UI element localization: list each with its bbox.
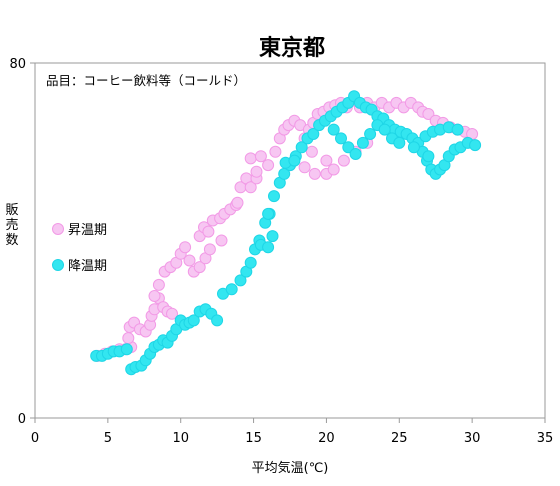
legend-label-falling: 降温期: [68, 259, 107, 274]
data-point-falling: [327, 123, 340, 136]
data-point-falling: [356, 136, 369, 149]
data-point-rising: [215, 234, 228, 247]
data-point-falling: [378, 123, 391, 136]
data-point-rising: [231, 196, 244, 209]
data-point-falling: [349, 148, 362, 160]
data-point-falling: [262, 207, 275, 220]
x-tick-label: 35: [537, 431, 554, 446]
x-axis-label: 平均気温(℃): [252, 460, 329, 476]
data-point-falling: [288, 154, 301, 167]
legend-marker-rising: [52, 223, 64, 235]
data-point-falling: [422, 150, 435, 163]
data-point-rising: [250, 165, 263, 178]
data-point-falling: [393, 136, 406, 149]
data-point-falling: [407, 141, 420, 154]
data-point-rising: [152, 278, 165, 291]
data-point-rising: [327, 163, 340, 176]
data-point-rising: [298, 161, 311, 174]
y-tick-label: 80: [9, 57, 26, 72]
data-point-rising: [422, 108, 435, 120]
data-point-falling: [268, 190, 280, 203]
legend: 昇温期 降温期: [52, 223, 107, 274]
data-point-rising: [203, 243, 216, 256]
x-tick-label: 25: [391, 431, 408, 446]
chart-title: 東京都: [259, 35, 325, 61]
x-tick-label: 10: [172, 431, 189, 446]
data-point-rising: [244, 152, 257, 165]
x-tick-label: 20: [318, 431, 335, 446]
data-point-rising: [148, 290, 161, 302]
data-point-falling: [469, 139, 482, 152]
data-point-rising: [179, 241, 192, 254]
data-point-falling: [120, 343, 133, 356]
data-point-falling: [364, 128, 377, 140]
data-point-falling: [244, 256, 257, 269]
x-axis-ticks: 0 5 10 15 20 25 30 35: [31, 418, 553, 446]
data-point-falling: [262, 241, 275, 254]
data-point-rising: [202, 225, 215, 238]
x-tick-label: 15: [245, 431, 262, 446]
y-axis-ticks: 0 80: [9, 57, 35, 427]
data-point-falling: [225, 283, 238, 296]
data-point-falling: [234, 274, 247, 287]
data-point-falling: [307, 128, 320, 140]
data-point-falling: [451, 123, 464, 136]
data-point-rising: [166, 307, 178, 320]
data-point-rising: [193, 261, 206, 274]
data-point-falling: [211, 314, 224, 327]
x-tick-label: 30: [464, 431, 481, 446]
data-point-rising: [320, 154, 333, 167]
data-point-falling: [342, 141, 355, 154]
data-points-layer: [90, 90, 482, 376]
chart-subtitle: 品目：コーヒー飲料等（コールド）: [46, 73, 246, 88]
data-point-rising: [183, 254, 196, 267]
data-point-rising: [305, 145, 318, 158]
data-point-rising: [254, 150, 267, 163]
data-point-rising: [269, 145, 282, 158]
data-point-falling: [187, 314, 200, 327]
x-tick-label: 5: [104, 431, 112, 446]
data-point-falling: [335, 132, 347, 145]
data-point-falling: [266, 230, 279, 243]
plot-area: [34, 62, 546, 419]
y-axis-label: 販売数: [5, 203, 18, 248]
data-point-rising: [308, 167, 321, 180]
data-point-rising: [337, 154, 350, 167]
legend-label-rising: 昇温期: [68, 223, 107, 238]
x-tick-label: 0: [31, 431, 39, 446]
y-tick-label: 0: [18, 412, 26, 427]
data-point-rising: [262, 159, 275, 172]
legend-marker-falling: [52, 259, 64, 271]
data-point-rising: [244, 181, 257, 194]
data-point-falling: [295, 141, 308, 154]
data-point-rising: [122, 332, 135, 345]
